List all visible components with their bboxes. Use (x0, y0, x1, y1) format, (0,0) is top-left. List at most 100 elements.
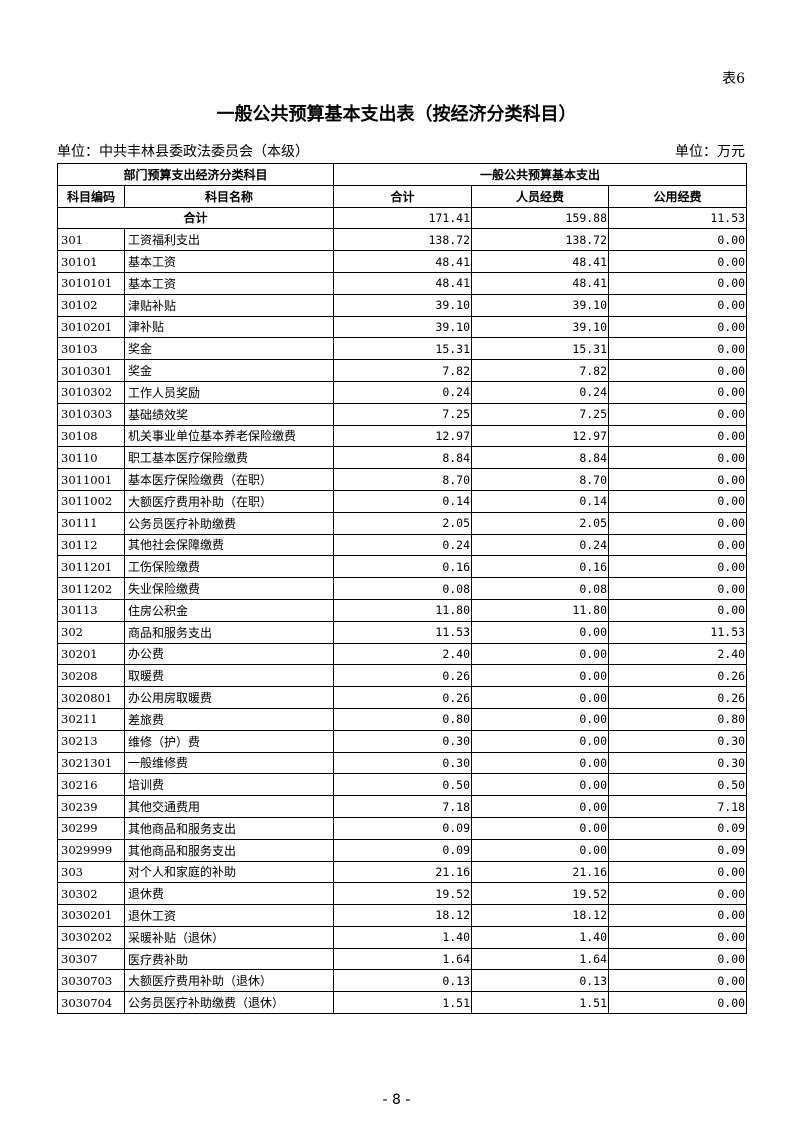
table-row: 3010301 奖金 7.82 7.82 0.00 (57, 359, 748, 382)
cell-personnel: 48.41 (471, 271, 610, 295)
header-row: 科目编码 科目名称 合计 人员经费 公用经费 (57, 184, 748, 208)
cell-public: 0.00 (608, 315, 748, 339)
cell-code: 30307 (57, 947, 125, 971)
cell-total: 19.52 (333, 882, 473, 906)
cell-total: 1.51 (333, 991, 473, 1015)
table-row: 3030201 退休工资 18.12 18.12 0.00 (57, 904, 748, 927)
cell-code: 30111 (57, 511, 125, 535)
cell-code: 30208 (57, 664, 125, 688)
header-group-right: 一般公共预算基本支出 (333, 163, 748, 186)
cell-name: 办公费 (123, 642, 335, 666)
cell-code: 30102 (57, 293, 125, 317)
cell-code: 3010101 (57, 271, 125, 295)
cell-code: 3010201 (57, 315, 125, 339)
total-row: 合计 171.41 159.88 11.53 (56, 206, 748, 230)
cell-personnel: 0.00 (471, 729, 610, 753)
cell-total: 0.24 (333, 533, 473, 557)
cell-total: 12.97 (333, 424, 473, 448)
cell-public: 0.00 (608, 402, 748, 426)
cell-personnel: 39.10 (471, 315, 610, 339)
cell-public: 11.53 (608, 620, 748, 644)
cell-public: 0.00 (608, 947, 748, 971)
cell-name: 机关事业单位基本养老保险缴费 (123, 424, 335, 448)
cell-name: 退休工资 (123, 904, 335, 927)
cell-personnel: 48.41 (471, 250, 610, 273)
cell-code: 303 (57, 860, 125, 884)
cell-code: 3010301 (57, 359, 125, 382)
table-row: 3030202 采暖补贴（退休） 1.40 1.40 0.00 (57, 925, 748, 949)
header-total: 合计 (333, 184, 473, 208)
table-row: 30102 津贴补贴 39.10 39.10 0.00 (57, 293, 748, 317)
cell-total: 18.12 (333, 904, 473, 927)
cell-personnel: 0.00 (471, 620, 610, 644)
cell-name: 职工基本医疗保险缴费 (123, 446, 335, 470)
cell-code: 3020801 (57, 686, 125, 709)
cell-public: 0.00 (608, 337, 748, 361)
cell-public: 0.00 (608, 468, 748, 491)
total-label: 合计 (56, 206, 335, 230)
cell-public: 0.00 (608, 511, 748, 535)
cell-name: 奖金 (123, 359, 335, 382)
cell-code: 301 (57, 228, 125, 252)
cell-code: 30239 (57, 795, 125, 818)
cell-personnel: 15.31 (471, 337, 610, 361)
cell-name: 差旅费 (123, 707, 335, 731)
cell-name: 公务员医疗补助缴费（退休） (123, 991, 335, 1015)
cell-name: 工作人员奖励 (123, 380, 335, 404)
cell-personnel: 1.51 (471, 991, 610, 1015)
header-group-left: 部门预算支出经济分类科目 (56, 163, 335, 186)
cell-public: 0.00 (608, 555, 748, 579)
header-group-row: 部门预算支出经济分类科目 一般公共预算基本支出 (56, 163, 748, 186)
table-row: 30113 住房公积金 11.80 11.80 0.00 (57, 598, 748, 622)
table-row: 3020801 办公用房取暖费 0.26 0.00 0.26 (57, 686, 748, 709)
cell-code: 3010302 (57, 380, 125, 404)
table-row: 3021301 一般维修费 0.30 0.00 0.30 (57, 751, 748, 775)
cell-total: 0.16 (333, 555, 473, 579)
cell-code: 30103 (57, 337, 125, 361)
page-title: 一般公共预算基本支出表（按经济分类科目） (216, 104, 577, 125)
cell-code: 3030704 (57, 991, 125, 1015)
cell-name: 基本工资 (123, 250, 335, 273)
cell-code: 302 (57, 620, 125, 644)
cell-code: 3030703 (57, 969, 125, 993)
cell-total: 21.16 (333, 860, 473, 884)
table-row: 30110 职工基本医疗保险缴费 8.84 8.84 0.00 (57, 446, 748, 470)
cell-code: 30101 (57, 250, 125, 273)
cell-personnel: 0.00 (471, 642, 610, 666)
cell-code: 3011201 (57, 555, 125, 579)
cell-total: 0.09 (333, 838, 473, 862)
cell-personnel: 0.00 (471, 816, 610, 840)
table-row: 30111 公务员医疗补助缴费 2.05 2.05 0.00 (57, 511, 748, 535)
cell-total: 0.26 (333, 686, 473, 709)
cell-name: 对个人和家庭的补助 (123, 860, 335, 884)
cell-total: 0.50 (333, 773, 473, 797)
cell-public: 0.00 (608, 359, 748, 382)
cell-personnel: 7.25 (471, 402, 610, 426)
cell-public: 0.26 (608, 664, 748, 688)
cell-code: 30213 (57, 729, 125, 753)
table-number: 表6 (722, 71, 745, 87)
cell-name: 一般维修费 (123, 751, 335, 775)
cell-name: 退休费 (123, 882, 335, 906)
cell-personnel: 12.97 (471, 424, 610, 448)
table-row: 3010303 基础绩效奖 7.25 7.25 0.00 (57, 402, 748, 426)
cell-code: 30299 (57, 816, 125, 840)
cell-personnel: 0.16 (471, 555, 610, 579)
cell-personnel: 0.00 (471, 838, 610, 862)
cell-public: 0.00 (608, 925, 748, 949)
cell-name: 住房公积金 (123, 598, 335, 622)
cell-total: 0.14 (333, 489, 473, 513)
cell-total: 0.08 (333, 577, 473, 600)
cell-personnel: 2.05 (471, 511, 610, 535)
cell-name: 工伤保险缴费 (123, 555, 335, 579)
table-row: 3011001 基本医疗保险缴费（在职） 8.70 8.70 0.00 (57, 468, 748, 491)
table-row: 30213 维修（护）费 0.30 0.00 0.30 (57, 729, 748, 753)
cell-personnel: 0.08 (471, 577, 610, 600)
table-row: 30108 机关事业单位基本养老保险缴费 12.97 12.97 0.00 (57, 424, 748, 448)
table-row: 30211 差旅费 0.80 0.00 0.80 (57, 707, 748, 731)
cell-total: 0.13 (333, 969, 473, 993)
cell-personnel: 0.00 (471, 707, 610, 731)
cell-personnel: 0.00 (471, 686, 610, 709)
page-number: - 8 - (382, 1092, 411, 1108)
cell-code: 3030202 (57, 925, 125, 949)
